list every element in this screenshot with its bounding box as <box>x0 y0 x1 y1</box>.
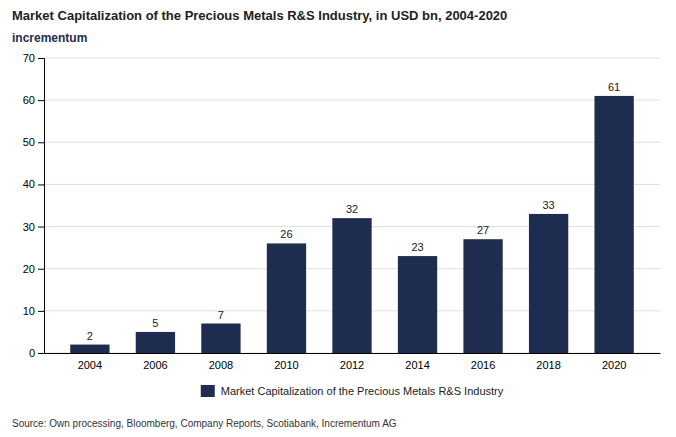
grid <box>44 58 660 353</box>
bar <box>201 324 240 354</box>
grid-line <box>44 184 660 185</box>
data-label: 61 <box>608 81 620 93</box>
y-tick-label: 60 <box>23 94 35 106</box>
y-tick-mark <box>38 142 44 143</box>
y-tick-label: 30 <box>23 221 35 233</box>
bar <box>267 243 306 353</box>
y-tick: 50 <box>23 136 44 148</box>
y-tick: 40 <box>23 178 44 190</box>
data-label: 23 <box>411 241 423 253</box>
y-tick: 60 <box>23 94 44 106</box>
x-axis-line <box>45 353 661 354</box>
x-tick-label: 2014 <box>405 359 429 371</box>
legend-swatch <box>201 385 215 397</box>
data-label: 5 <box>152 317 158 329</box>
bar <box>529 214 568 353</box>
legend: Market Capitalization of the Precious Me… <box>201 385 504 397</box>
y-tick-mark <box>38 58 44 59</box>
grid-line <box>44 142 660 143</box>
y-tick-mark <box>38 353 44 354</box>
grid-line <box>44 100 660 101</box>
y-tick: 10 <box>23 305 44 317</box>
data-label: 32 <box>346 203 358 215</box>
y-tick: 0 <box>29 347 44 359</box>
x-tick: 2020 <box>602 359 626 371</box>
y-tick-mark <box>38 184 44 185</box>
x-tick-label: 2008 <box>209 359 233 371</box>
x-tick: 2010 <box>274 359 298 371</box>
x-tick: 2018 <box>536 359 560 371</box>
y-tick-label: 10 <box>23 305 35 317</box>
y-tick-label: 70 <box>23 52 35 64</box>
data-label: 26 <box>280 228 292 240</box>
source: Source: Own processing, Bloomberg, Compa… <box>12 418 397 429</box>
x-tick-label: 2006 <box>143 359 167 371</box>
y-tick: 70 <box>23 52 44 64</box>
x-tick-label: 2004 <box>78 359 102 371</box>
bar <box>463 239 502 353</box>
x-tick: 2006 <box>143 359 167 371</box>
x-tick-label: 2016 <box>471 359 495 371</box>
y-tick-mark <box>38 269 44 270</box>
title: Market Capitalization of the Precious Me… <box>12 8 507 23</box>
y-tick-mark <box>38 311 44 312</box>
bar <box>594 96 633 353</box>
y-axis: 0 10 20 30 40 50 60 70 <box>23 52 45 359</box>
y-tick-label: 50 <box>23 136 35 148</box>
bar <box>70 345 109 353</box>
data-label: 33 <box>542 199 554 211</box>
data-labels: 2 5 7 26 32 23 27 33 61 <box>87 81 620 342</box>
bar <box>398 256 437 353</box>
x-tick: 2012 <box>340 359 364 371</box>
data-label: 2 <box>87 330 93 342</box>
grid-line <box>44 58 660 59</box>
y-tick-label: 0 <box>29 347 35 359</box>
y-tick-mark <box>38 227 44 228</box>
bars <box>70 96 634 353</box>
x-tick: 2016 <box>471 359 495 371</box>
plot: 2572632232733610102030405060702004200620… <box>23 52 661 371</box>
legend-item: Market Capitalization of the Precious Me… <box>201 385 504 397</box>
x-tick: 2014 <box>405 359 429 371</box>
data-label: 27 <box>477 224 489 236</box>
data-label: 7 <box>218 309 224 321</box>
bar <box>136 332 175 353</box>
annotation: incrementum <box>12 31 87 45</box>
y-tick-mark <box>38 100 44 101</box>
chart: Market Capitalization of the Precious Me… <box>0 0 676 437</box>
y-tick-label: 20 <box>23 263 35 275</box>
x-tick-label: 2018 <box>536 359 560 371</box>
y-tick: 30 <box>23 221 44 233</box>
y-axis-line <box>38 59 45 354</box>
x-tick: 2008 <box>209 359 233 371</box>
x-tick-label: 2020 <box>602 359 626 371</box>
x-axis: 2004 2006 2008 2010 2012 2014 2016 2018 2020 <box>45 354 661 371</box>
bar <box>332 218 371 353</box>
x-tick-label: 2012 <box>340 359 364 371</box>
legend-label: Market Capitalization of the Precious Me… <box>221 385 504 397</box>
y-tick-label: 40 <box>23 178 35 190</box>
x-tick-label: 2010 <box>274 359 298 371</box>
y-tick: 20 <box>23 263 44 275</box>
x-tick: 2004 <box>78 359 102 371</box>
